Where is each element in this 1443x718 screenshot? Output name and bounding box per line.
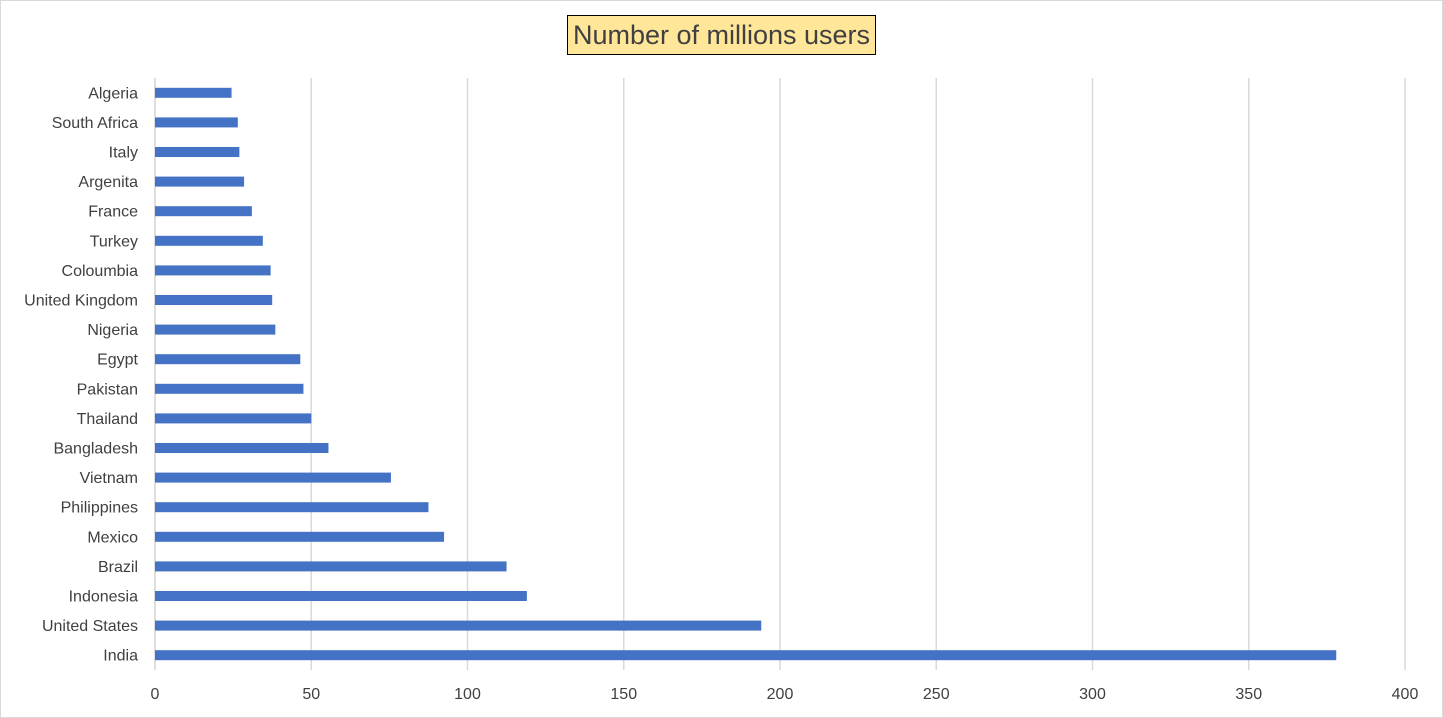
- category-label: United States: [42, 618, 138, 635]
- x-tick-label: 350: [1235, 686, 1262, 703]
- bar: [155, 502, 429, 513]
- category-label: Bangladesh: [53, 441, 138, 458]
- bar: [155, 176, 245, 187]
- category-label: Philippines: [61, 500, 138, 517]
- bar: [155, 87, 232, 98]
- bar: [155, 265, 271, 276]
- category-labels: India United States Indonesia Brazil Mexico P…: [24, 85, 138, 664]
- category-label: Algeria: [88, 85, 138, 102]
- bar: [155, 383, 304, 394]
- bar: [155, 235, 263, 246]
- x-tick-labels: 0 50 100 150 200 250 300 350 400: [151, 686, 1419, 703]
- bar: [155, 413, 312, 424]
- chart-title: Number of millions users: [567, 15, 876, 55]
- bar: [155, 117, 238, 128]
- x-tick-label: 400: [1392, 686, 1419, 703]
- x-tick-label: 200: [767, 686, 794, 703]
- category-label: India: [103, 648, 138, 665]
- category-label: France: [88, 204, 138, 221]
- category-label: Indonesia: [69, 589, 138, 606]
- x-tick-label: 150: [610, 686, 637, 703]
- category-label: Egypt: [97, 352, 138, 369]
- category-label: South Africa: [52, 115, 138, 132]
- x-tick-label: 100: [454, 686, 481, 703]
- x-tick-label: 250: [923, 686, 950, 703]
- category-label: Brazil: [98, 559, 138, 576]
- category-label: Italy: [109, 145, 138, 162]
- bar: [155, 443, 329, 453]
- bar: [155, 591, 527, 601]
- bar: [155, 147, 240, 157]
- category-label: Pakistan: [77, 381, 138, 398]
- category-label: Thailand: [77, 411, 138, 428]
- x-tick-label: 0: [151, 686, 160, 703]
- gridlines: [154, 78, 1406, 670]
- category-label: Vietnam: [80, 470, 138, 487]
- category-label: Argenita: [78, 174, 138, 191]
- x-tick-label: 300: [1079, 686, 1106, 703]
- bar: [155, 324, 276, 335]
- bar: [155, 650, 1337, 661]
- category-label: Coloumbia: [62, 263, 139, 280]
- x-tick-label: 50: [302, 686, 320, 703]
- category-label: Nigeria: [87, 322, 138, 339]
- category-label: Turkey: [90, 233, 138, 250]
- category-label: Mexico: [87, 529, 138, 546]
- bar: [155, 561, 507, 572]
- bar: [155, 531, 445, 542]
- bar: [155, 295, 273, 305]
- bar: [155, 354, 301, 365]
- bar: [155, 472, 391, 483]
- bar: [155, 206, 252, 217]
- category-label: United Kingdom: [24, 293, 138, 310]
- bars: [155, 87, 1337, 661]
- bar: [155, 620, 762, 631]
